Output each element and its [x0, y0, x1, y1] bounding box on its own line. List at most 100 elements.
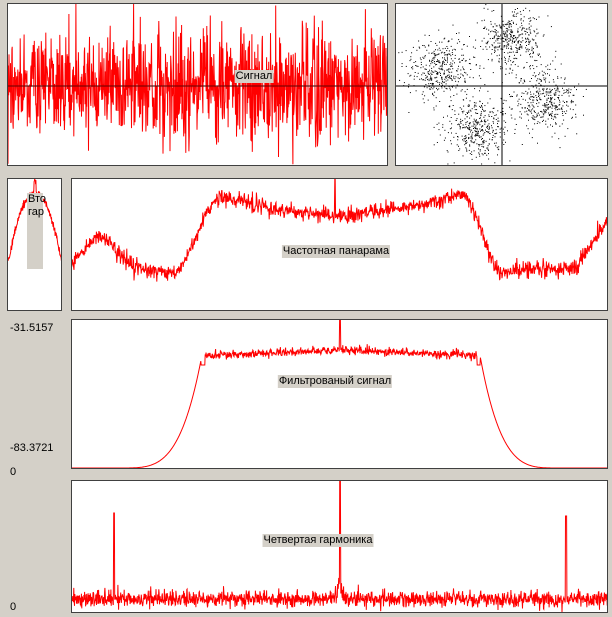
point — [569, 108, 571, 110]
point — [440, 75, 441, 76]
point — [517, 8, 518, 9]
point — [443, 38, 445, 40]
point — [460, 69, 462, 71]
point — [500, 48, 502, 50]
point — [426, 87, 428, 89]
point — [488, 158, 490, 160]
point — [454, 110, 456, 112]
point — [550, 113, 552, 115]
point — [576, 133, 578, 135]
point — [484, 26, 486, 28]
point — [532, 17, 534, 19]
point — [474, 104, 476, 106]
filtered-panel: Фильтрованый сигнал — [71, 319, 608, 469]
point — [413, 75, 415, 77]
point — [481, 107, 483, 109]
point — [475, 156, 477, 158]
point — [513, 57, 515, 59]
point — [433, 66, 435, 68]
point — [488, 143, 490, 145]
point — [551, 112, 553, 114]
point — [452, 68, 454, 70]
point — [447, 61, 448, 63]
point — [555, 90, 557, 92]
point — [420, 59, 422, 61]
point — [536, 100, 538, 102]
point — [473, 128, 474, 129]
point — [430, 75, 432, 77]
point — [517, 41, 519, 43]
point — [503, 120, 505, 122]
second-harmonic-panel: Вто гар — [7, 178, 62, 311]
point — [538, 82, 540, 84]
point — [505, 45, 507, 47]
point — [480, 143, 482, 145]
point — [543, 71, 545, 73]
point — [521, 25, 523, 27]
point — [527, 128, 529, 130]
point — [441, 76, 443, 78]
point — [488, 149, 489, 151]
point — [525, 99, 526, 101]
point — [455, 132, 457, 134]
point — [442, 61, 444, 63]
point — [535, 35, 537, 37]
point — [510, 64, 512, 66]
point — [544, 104, 546, 106]
point — [509, 33, 511, 35]
point — [517, 31, 519, 33]
point — [491, 53, 493, 55]
point — [454, 54, 456, 56]
point — [494, 23, 496, 25]
point — [520, 117, 522, 119]
point — [460, 90, 462, 92]
point — [517, 40, 519, 42]
point — [462, 127, 463, 129]
point — [531, 96, 533, 98]
point — [559, 91, 561, 93]
point — [519, 26, 521, 28]
point — [540, 110, 542, 112]
point — [475, 135, 477, 137]
point — [498, 46, 500, 48]
point — [451, 63, 453, 65]
fourth-harmonic-label: Четвертая гармоника — [262, 534, 374, 547]
point — [520, 103, 522, 105]
point — [527, 107, 528, 109]
point — [545, 123, 547, 125]
point — [549, 114, 551, 116]
point — [470, 69, 472, 70]
point — [506, 34, 508, 36]
point — [517, 28, 519, 30]
point — [521, 41, 523, 43]
point — [503, 52, 505, 53]
point — [567, 92, 569, 94]
point — [474, 120, 476, 122]
point — [441, 84, 443, 86]
point — [479, 128, 481, 130]
point — [547, 68, 549, 70]
point — [451, 86, 453, 87]
point — [463, 127, 465, 129]
point — [475, 102, 477, 104]
point — [463, 44, 464, 46]
point — [532, 51, 534, 53]
point — [536, 115, 538, 117]
point — [507, 23, 509, 25]
point — [479, 118, 481, 119]
point — [498, 58, 500, 60]
point — [496, 55, 498, 57]
point — [436, 54, 438, 56]
point — [451, 109, 453, 111]
point — [426, 77, 428, 79]
point — [530, 91, 531, 93]
point — [485, 140, 487, 142]
point — [537, 112, 539, 114]
point — [488, 114, 490, 116]
point — [487, 147, 489, 149]
point — [426, 75, 428, 77]
point — [461, 89, 463, 91]
point — [547, 15, 549, 17]
point — [517, 37, 519, 39]
point — [442, 69, 444, 71]
